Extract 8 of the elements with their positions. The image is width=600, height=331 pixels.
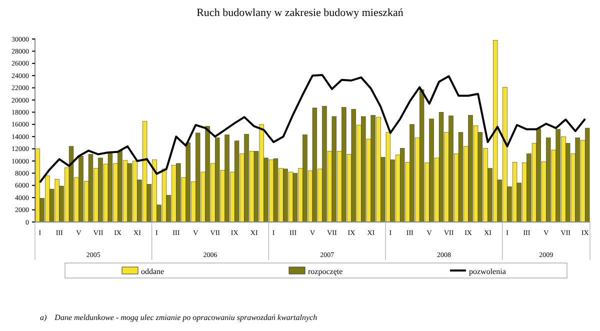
bar bbox=[584, 128, 590, 222]
bar bbox=[35, 148, 40, 222]
text: a) Dane meldunkowe - mogą ulec zmianie po opracowaniu sprawozdań kwartalnych bbox=[40, 313, 318, 322]
line-series bbox=[38, 74, 586, 184]
legend-label: rozpoczęte bbox=[308, 267, 344, 276]
chart-title: Ruch budowlany w zakresie budowy mieszkań bbox=[196, 7, 404, 19]
legend-label: pozwolenia bbox=[469, 267, 506, 276]
legend-label: oddane bbox=[141, 267, 165, 276]
